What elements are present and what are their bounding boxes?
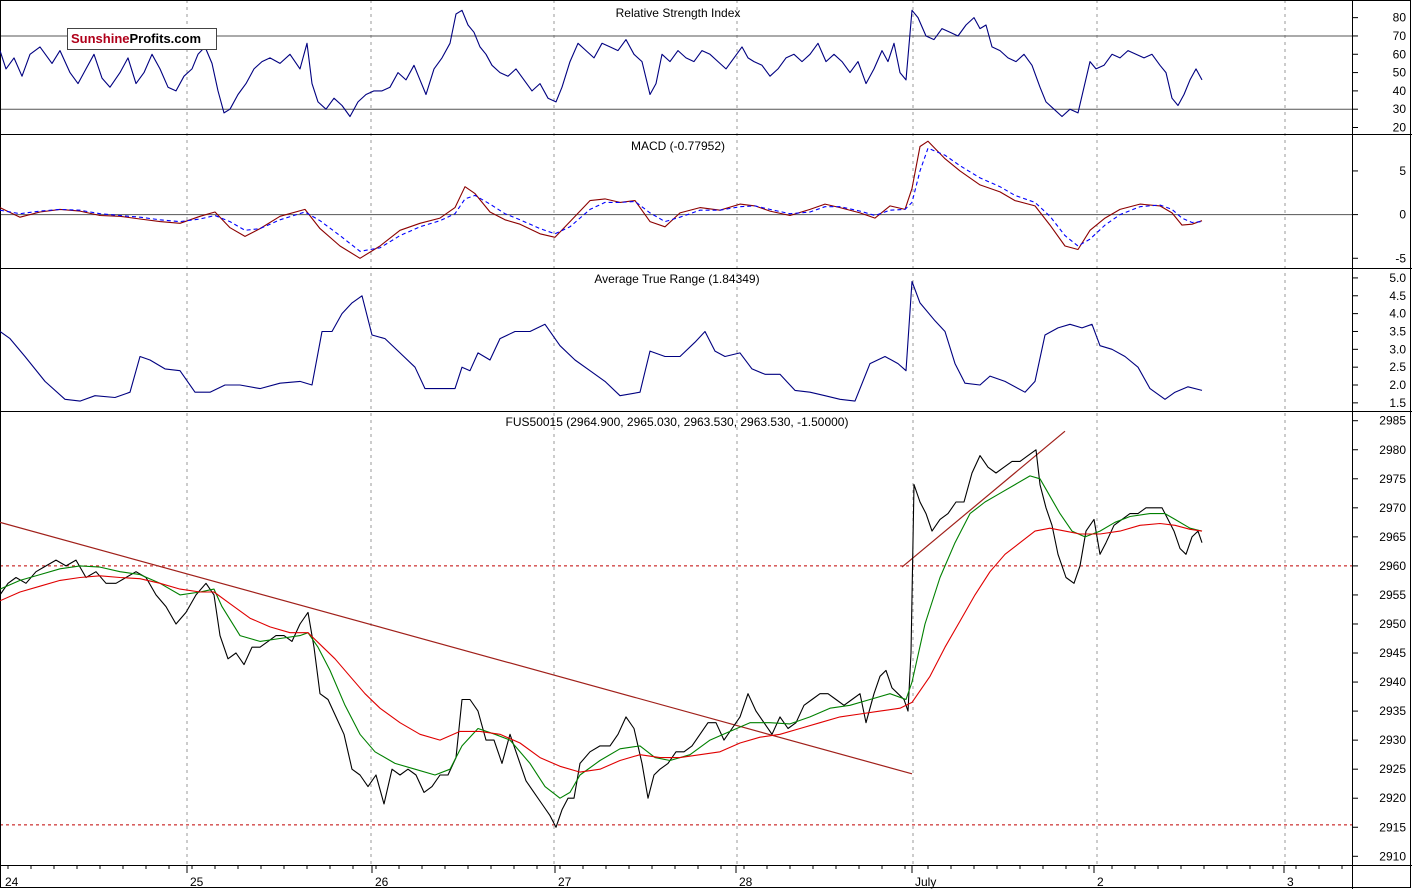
- panel-1-ytick-label-2: 5: [1399, 164, 1406, 178]
- panel-3-series-price: [0, 449, 1203, 828]
- panel-0-ytick-label-5: 70: [1393, 29, 1407, 43]
- panel-3-trendline-1: [901, 430, 1066, 568]
- panel-3-series-ma-long: [0, 522, 1203, 773]
- logo-part-1: Sunshine: [71, 31, 130, 46]
- panel-0-ytick-label-2: 40: [1393, 84, 1407, 98]
- panel-2-ytick-label-1: 2.0: [1389, 378, 1406, 392]
- panel-2-title: Average True Range (1.84349): [594, 272, 759, 286]
- panel-3-trendline-0: [0, 521, 913, 775]
- panel-3-ytick-label-4: 2930: [1379, 733, 1406, 747]
- panel-3-ytick-label-9: 2955: [1379, 588, 1406, 602]
- panel-3-ytick-label-15: 2985: [1379, 414, 1406, 428]
- sunshine-profits-logo: SunshineProfits.com: [67, 28, 217, 50]
- panel-0-title: Relative Strength Index: [616, 6, 741, 20]
- logo-part-2: Profits.com: [129, 31, 202, 46]
- panel-2-ytick-label-2: 2.5: [1389, 360, 1406, 374]
- panel-1-ytick-label-0: -5: [1395, 251, 1406, 265]
- panel-2-ytick-label-3: 3.0: [1389, 342, 1406, 356]
- panel-3-ytick-label-1: 2915: [1379, 820, 1406, 834]
- panel-1-series-0: [0, 140, 1203, 259]
- x-label-0: 24: [5, 875, 19, 889]
- panel-1-ytick-label-1: 0: [1399, 208, 1406, 222]
- panel-1-series-1: [0, 147, 1203, 252]
- x-label-1: 25: [190, 875, 204, 889]
- grid-lines: [0, 0, 1352, 865]
- panel-0-series-0: [0, 9, 1203, 118]
- panel-0-ytick-label-6: 80: [1393, 11, 1407, 25]
- x-label-6: 2: [1097, 875, 1104, 889]
- x-label-7: 3: [1287, 875, 1294, 889]
- panel-3-ytick-label-6: 2940: [1379, 675, 1406, 689]
- panel-3-ytick-label-11: 2965: [1379, 530, 1406, 544]
- panel-3-ytick-label-13: 2975: [1379, 472, 1406, 486]
- panel-0-ytick-label-4: 60: [1393, 47, 1407, 61]
- panel-3-ytick-label-3: 2925: [1379, 762, 1406, 776]
- axes: 20 30 40 50 60 70 80 Relative Strength Index -5 0…: [5, 6, 1406, 889]
- panel-2-ytick-label-5: 4.0: [1389, 307, 1406, 321]
- panel-3-ytick-label-0: 2910: [1379, 849, 1406, 863]
- panel-2-series-0: [0, 280, 1203, 402]
- panel-0-ytick-label-0: 20: [1393, 121, 1407, 135]
- panel-0-ytick-label-1: 30: [1393, 102, 1407, 116]
- x-label-4: 28: [739, 875, 753, 889]
- panel-3-ytick-label-12: 2970: [1379, 501, 1406, 515]
- x-label-3: 27: [558, 875, 572, 889]
- panel-2-ytick-label-0: 1.5: [1389, 396, 1406, 410]
- panel-1-title: MACD (-0.77952): [631, 139, 725, 153]
- panel-2-ytick-label-4: 3.5: [1389, 324, 1406, 338]
- panel-2-ytick-label-6: 4.5: [1389, 289, 1406, 303]
- series: [0, 9, 1203, 828]
- panel-3-ytick-label-5: 2935: [1379, 704, 1406, 718]
- panel-2-ytick-label-7: 5.0: [1389, 271, 1406, 285]
- panel-3-series-ma-short: [0, 475, 1203, 799]
- panel-3-ytick-label-7: 2945: [1379, 646, 1406, 660]
- panel-0-ytick-label-3: 50: [1393, 66, 1407, 80]
- panel-3-title: FUS50015 (2964.900, 2965.030, 2963.530, …: [506, 415, 849, 429]
- x-label-2: 26: [375, 875, 389, 889]
- panel-3-ytick-label-14: 2980: [1379, 443, 1406, 457]
- x-label-5: July: [915, 875, 936, 889]
- panel-3-ytick-label-10: 2960: [1379, 559, 1406, 573]
- panel-3-ytick-label-8: 2950: [1379, 617, 1406, 631]
- panel-3-ytick-label-2: 2920: [1379, 791, 1406, 805]
